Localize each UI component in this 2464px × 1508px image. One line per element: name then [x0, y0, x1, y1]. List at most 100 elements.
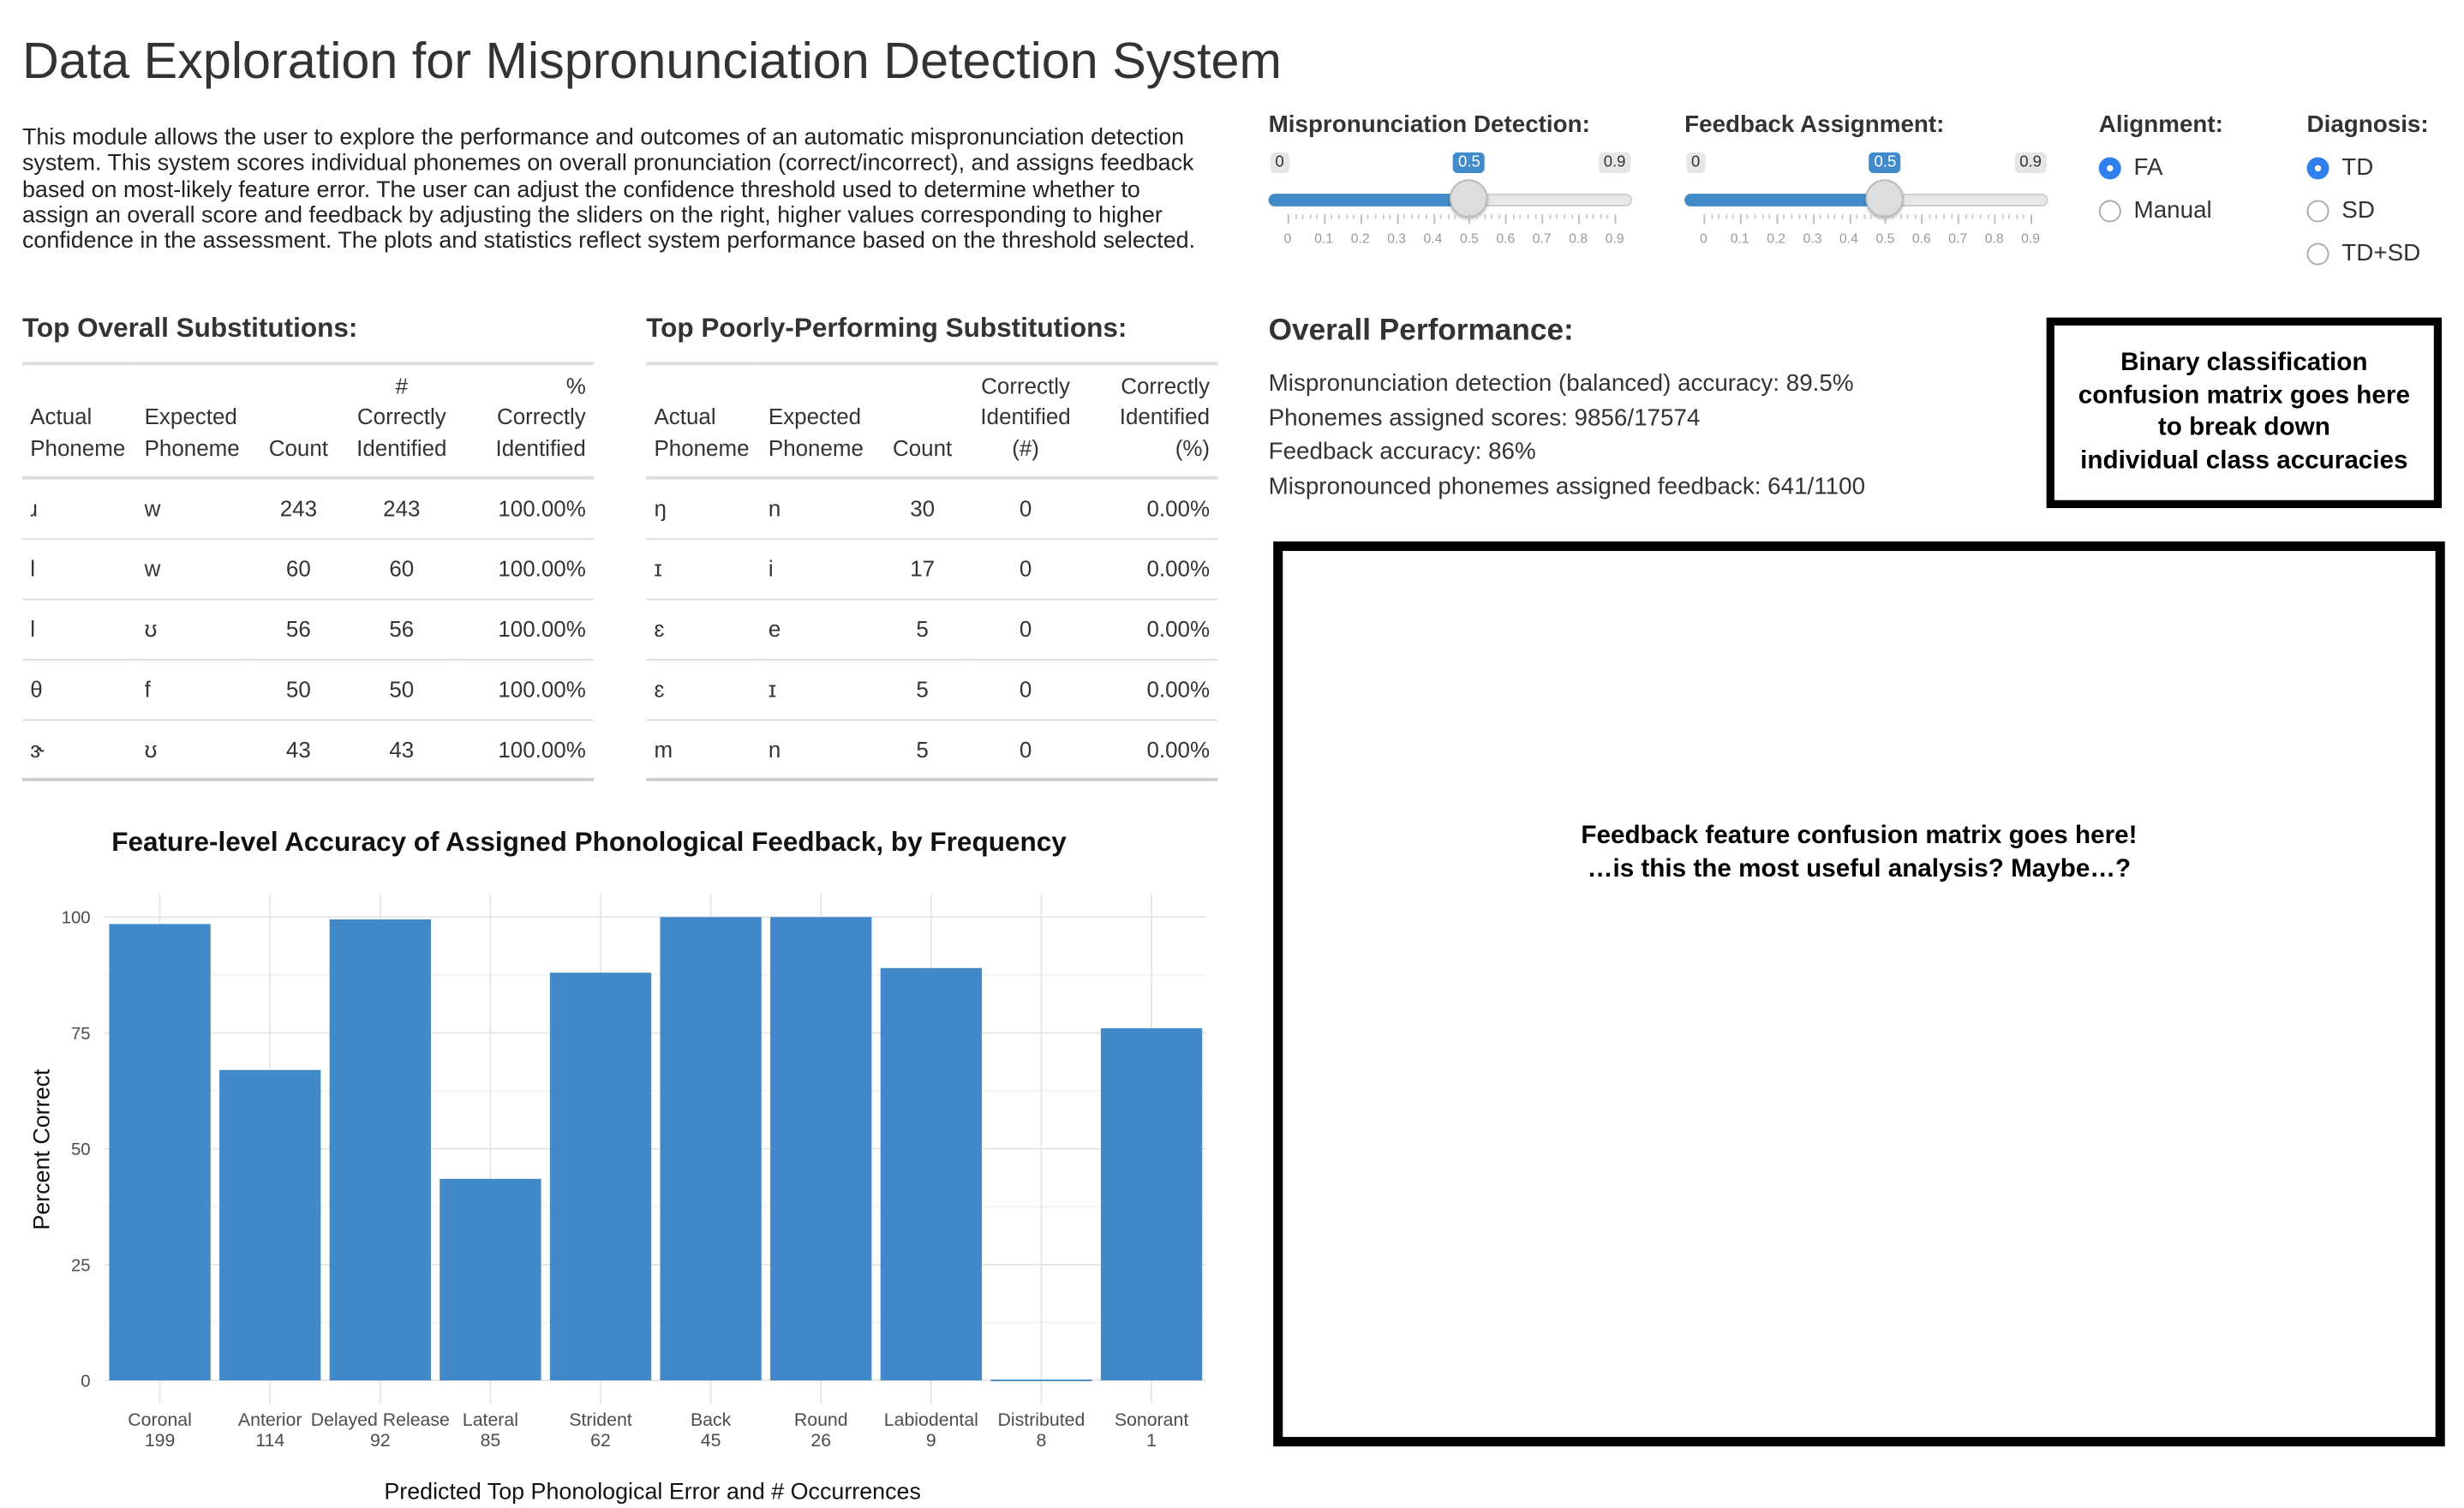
radio-option[interactable]: Manual [2133, 196, 2212, 224]
radio-button[interactable] [2098, 200, 2121, 223]
slider-value: 0.5 [1869, 152, 1901, 173]
table-cell: 56 [345, 598, 458, 660]
table-cell: 100.00% [457, 659, 595, 721]
header-line: Identified [1119, 403, 1211, 429]
slider-minor-tick [1309, 214, 1312, 219]
slider-thumb[interactable] [1866, 179, 1905, 218]
x-tick-label: Round [794, 1409, 848, 1430]
slider-label: Mispronunciation Detection: [1268, 111, 1590, 139]
slider-tick-label: 0.2 [1350, 230, 1370, 247]
slider-minor-tick [1797, 214, 1800, 219]
slider-tick-label: 0.8 [1984, 230, 2004, 247]
slider-minor-tick [1965, 214, 1967, 219]
slider-fill [1684, 194, 1886, 206]
slider-minor-tick [1877, 214, 1880, 219]
table-cell: ɪ [760, 659, 876, 721]
column-header: # Correctly Identified [345, 363, 458, 480]
slider-minor-tick [1418, 214, 1420, 219]
slider-minor-tick [1564, 214, 1566, 219]
header-line: Expected [144, 403, 237, 429]
slider-tick-label: 0.7 [1532, 230, 1552, 247]
radio-button[interactable] [2306, 242, 2329, 266]
slider-tick [1432, 214, 1435, 224]
x-tick-count: 1 [1146, 1430, 1157, 1451]
slider-tick-label: 0.6 [1911, 230, 1931, 247]
radio-option[interactable]: FA [2133, 153, 2163, 182]
slider-label: Feedback Assignment: [1684, 111, 1945, 139]
placeholder-box: Binary classification confusion matrix go… [2046, 317, 2443, 508]
description: This module allows the user to explore t… [21, 125, 1196, 254]
radio-button[interactable] [2098, 157, 2121, 180]
x-tick-label: Delayed Release [311, 1409, 450, 1430]
slider-tick [1994, 214, 1996, 224]
column-header: Expected Phoneme [760, 363, 876, 480]
radio-button[interactable] [2306, 157, 2329, 180]
slider-minor-tick [1754, 214, 1756, 219]
table-cell: ʊ [136, 598, 251, 660]
slider-minor-tick [1987, 214, 1989, 219]
table-cell: i [760, 538, 876, 600]
slider-minor-tick [1761, 214, 1764, 219]
slider-minor-tick [1585, 214, 1588, 219]
slider-minor-tick [1820, 214, 1821, 219]
slider-tick [1849, 214, 1851, 224]
slider-minor-tick [1403, 214, 1406, 219]
table-cell: 17 [875, 538, 971, 600]
radio-option[interactable]: TD [2341, 153, 2374, 182]
y-tick-label: 75 [71, 1025, 91, 1044]
slider-minor-tick [1527, 214, 1529, 219]
slider-minor-tick [1834, 214, 1836, 219]
slider-minor-tick [1556, 214, 1558, 219]
table-cell: 5 [875, 719, 971, 781]
slider-minor-tick [1710, 214, 1713, 219]
slider-tick-label: 0.3 [1387, 230, 1407, 247]
slider-tick [1703, 214, 1706, 224]
slider-minor-tick [1447, 214, 1450, 219]
x-tick-label: Labiodental [884, 1409, 978, 1430]
x-tick-label: Back [691, 1409, 732, 1430]
x-tick-count: 8 [1037, 1430, 1047, 1451]
performance-line: Phonemes assigned scores: 9856/17574 [1268, 404, 1701, 432]
slider-minor-tick [1935, 214, 1938, 219]
slider-thumb[interactable] [1450, 179, 1489, 218]
table-cell: ɹ [21, 477, 137, 540]
table-cell: 43 [345, 719, 458, 781]
table-cell: 0 [970, 719, 1081, 781]
header-line: Phoneme [654, 434, 750, 460]
slider-minor-tick [1870, 214, 1873, 219]
table-cell: l [21, 598, 137, 660]
slider-minor-tick [1906, 214, 1909, 219]
table-cell: w [136, 477, 251, 540]
table-cell: 56 [250, 598, 346, 660]
x-tick-count: 45 [701, 1430, 721, 1451]
slider-minor-tick [1483, 214, 1486, 219]
radio-option[interactable]: SD [2341, 196, 2375, 224]
table-row: ŋ n 30 0 0.00% [646, 477, 1218, 540]
slider-minor-tick [1725, 214, 1727, 219]
x-tick-label: Distributed [998, 1409, 1085, 1430]
header-line: (#) [1012, 434, 1039, 460]
table-cell: 43 [250, 719, 346, 781]
column-header: Actual Phoneme [21, 363, 137, 480]
header-line: # [395, 372, 409, 398]
bar [440, 1178, 541, 1381]
bar [880, 967, 982, 1381]
slider-minor-tick [1747, 214, 1749, 219]
slider-minor-tick [1856, 214, 1858, 219]
table-cell: 50 [250, 659, 346, 721]
slider-tick [1776, 214, 1779, 224]
radio-option[interactable]: TD+SD [2341, 239, 2421, 267]
table-row: ɪ i 17 0 0.00% [646, 538, 1218, 600]
table-cell: 0 [970, 477, 1081, 540]
x-tick-label: Strident [569, 1409, 631, 1430]
slider-minor-tick [2001, 214, 2004, 219]
column-header: Expected Phoneme [136, 363, 251, 480]
table-cell: 60 [250, 538, 346, 600]
header-line: Correctly [981, 372, 1070, 398]
slider-tick [1360, 214, 1362, 224]
slider-tick-label: 0.1 [1314, 230, 1334, 247]
radio-button[interactable] [2306, 200, 2329, 223]
header-row: Actual Phoneme Expected Phoneme Count # Correc… [21, 363, 595, 480]
slider-tick-label: 0.8 [1569, 230, 1588, 247]
